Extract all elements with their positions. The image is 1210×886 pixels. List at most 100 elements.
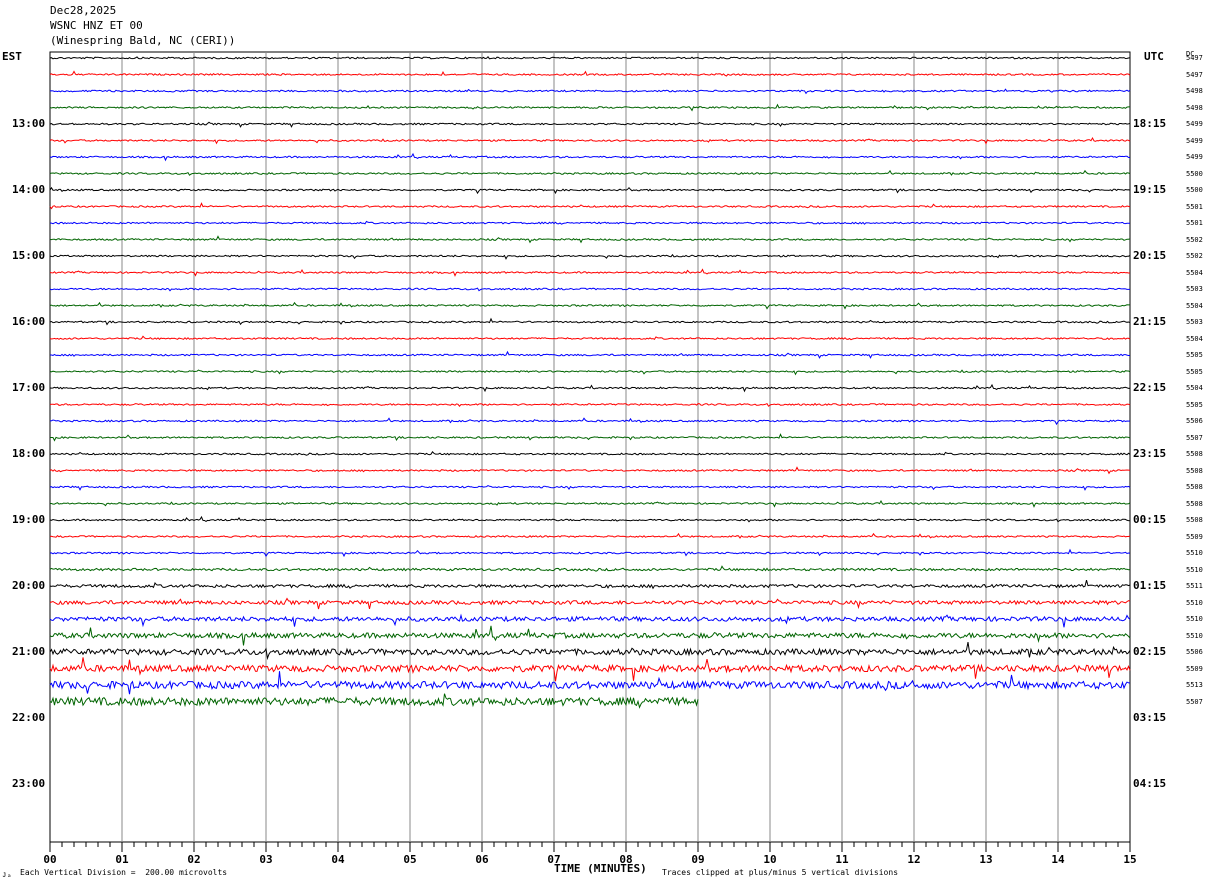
seismic-trace [49,121,1131,128]
right-timezone-label: UTC [1144,50,1164,63]
dc-offset-label: 5505 [1186,367,1203,376]
seismic-trace [49,450,1131,456]
right-hour-label: 21:15 [1133,315,1167,328]
seismic-trace [49,657,1131,682]
right-hour-label: 18:15 [1133,117,1167,130]
left-hour-label: 13:00 [12,117,46,130]
right-hour-label: 23:15 [1133,447,1167,460]
seismic-trace [49,235,1131,244]
seismic-trace [49,202,1131,210]
seismic-trace [49,565,1131,572]
seismic-trace [49,548,1131,558]
right-hour-label: 03:15 [1133,711,1167,724]
dc-offset-label: 5498 [1186,103,1203,112]
dc-offset-label: 5506 [1186,648,1203,656]
left-hour-label: 15:00 [12,249,46,262]
left-hour-label: 17:00 [12,381,46,394]
seismic-trace [49,515,1131,523]
dc-offset-label: 5504 [1186,268,1203,277]
x-tick-label: 08 [619,853,632,866]
dc-offset-label: 5504 [1186,334,1203,343]
dc-offset-label: 5497 [1186,70,1203,79]
x-tick-label: 14 [1051,853,1065,866]
left-hour-label: 14:00 [12,183,46,196]
seismic-trace [49,88,1131,95]
dc-offset-label: 5510 [1186,565,1203,574]
seismic-trace [49,613,1131,628]
seismic-trace [49,485,1131,491]
x-axis-title: TIME (MINUTES) [554,862,647,875]
right-hour-label: 01:15 [1133,579,1167,592]
right-hour-label: 20:15 [1133,249,1167,262]
seismic-trace [49,369,1131,376]
x-tick-label: 00 [43,853,56,866]
plot-date: Dec28,2025 [50,4,117,17]
seismic-trace [49,253,1131,260]
dc-offset-label: 5499 [1186,136,1203,145]
dc-offset-label: 5501 [1186,202,1203,211]
right-hour-label: 00:15 [1133,513,1167,526]
dc-offset-label: 5508 [1186,499,1203,508]
seismic-trace [49,671,1131,695]
seismic-trace [49,466,1131,475]
dc-offset-label: 5504 [1186,384,1203,392]
x-tick-label: 15 [1123,853,1136,866]
left-timezone-label: EST [2,50,22,63]
seismic-trace [49,56,1131,60]
seismic-trace [49,642,1131,661]
dc-offset-label: 5504 [1186,301,1203,310]
x-tick-label: 02 [187,853,200,866]
right-hour-label: 19:15 [1133,183,1167,196]
left-hour-label: 16:00 [12,315,46,328]
dc-offset-label: 5507 [1186,697,1203,706]
seismic-trace [49,335,1131,341]
dc-offset-label: 5513 [1186,681,1203,689]
dc-offset-label: 5507 [1186,433,1203,442]
x-tick-label: 11 [835,853,849,866]
left-hour-label: 20:00 [12,579,46,592]
dc-offset-label: 5508 [1186,450,1203,458]
x-tick-label: 12 [907,853,920,866]
x-tick-label: 01 [115,853,129,866]
x-tick-label: 07 [547,853,560,866]
seismic-trace [49,70,1131,77]
dc-offset-label: 5499 [1186,153,1203,161]
right-hour-label: 04:15 [1133,777,1167,790]
dc-offset-label: 5510 [1186,549,1203,557]
clip-note: Traces clipped at plus/minus 5 vertical … [662,868,899,877]
seismic-trace [49,268,1130,277]
right-hour-label: 22:15 [1133,381,1167,394]
dc-offset-label: 5497 [1186,54,1203,62]
plot-frame [49,51,1131,843]
dc-offset-label: 5505 [1186,351,1203,359]
dc-offset-label: 5509 [1186,532,1203,541]
left-hour-label: 23:00 [12,777,46,790]
station-location: (Winespring Bald, NC (CERI)) [50,34,236,47]
dc-offset-label: 5503 [1186,318,1203,326]
seismic-trace [49,220,1130,225]
seismic-trace [50,350,1130,359]
left-hour-label: 19:00 [12,513,46,526]
dc-offset-label: 5505 [1186,400,1203,409]
corner-mark: ᴊₐ [2,870,12,879]
left-hour-label: 22:00 [12,711,46,724]
dc-offset-label: 5501 [1186,219,1203,227]
dc-offset-label: 5510 [1186,631,1203,640]
seismic-trace [49,136,1131,145]
seismic-trace [49,417,1131,426]
dc-offset-label: 5508 [1186,466,1203,475]
x-tick-label: 03 [259,853,272,866]
dc-offset-label: 5500 [1186,186,1203,194]
seismic-trace [49,169,1131,176]
seismic-trace [49,103,1130,112]
left-hour-label: 18:00 [12,447,46,460]
dc-offset-label: 5510 [1186,598,1203,607]
seismic-trace [49,579,1131,590]
dc-offset-label: 5500 [1186,169,1203,178]
seismic-trace [49,317,1131,326]
x-tick-label: 05 [403,853,416,866]
seismic-trace [49,152,1131,162]
seismic-trace [49,402,1131,407]
station-code: WSNC HNZ ET 00 [50,19,143,32]
dc-offset-label: 5502 [1186,252,1203,260]
